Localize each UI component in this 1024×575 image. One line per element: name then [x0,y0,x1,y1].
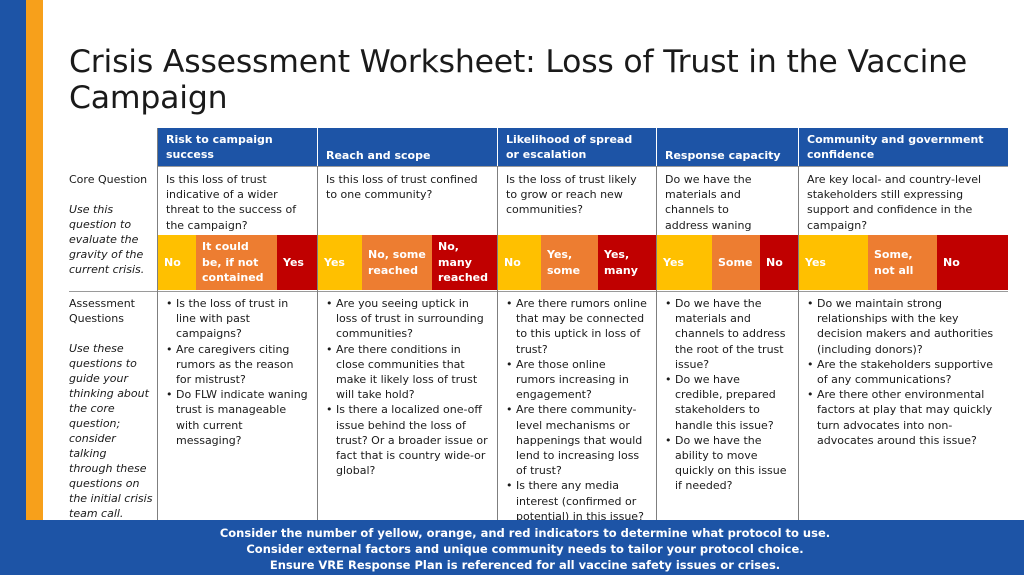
footer-line-2: Consider external factors and unique com… [246,542,804,556]
header-reach-and-scope: Reach and scope [318,128,497,166]
assessment-list-reach: Are you seeing uptick in loss of trust i… [318,294,497,480]
indicator-confidence-red: No [937,235,1008,290]
indicator-response-yellow: Yes [657,235,712,290]
core-question-note: Use this question to evaluate the gravit… [69,203,145,276]
core-question-response: Do we have the materials and channels to… [665,173,752,247]
list-item: Do FLW indicate waning trust is manageab… [166,387,309,448]
grid-line [497,166,498,520]
grid-line [69,291,1008,292]
list-item: Is there any media interest (confirmed o… [506,478,648,524]
header-community-and-government-confidence: Community and government confidence [799,128,1008,166]
footer-banner: Consider the number of yellow, orange, a… [26,520,1024,575]
left-blue-bar [0,0,26,575]
indicator-risk-red: Yes [277,235,317,290]
left-orange-bar [26,0,43,520]
header-risk-to-campaign-success: Risk to campaign success [158,128,317,166]
core-question-reach: Is this loss of trust confined to one co… [326,173,478,202]
list-item: Do we maintain strong relationships with… [807,296,1000,357]
indicator-risk-yellow: No [158,235,196,290]
assessment-list-response: Do we have the materials and channels to… [657,294,798,496]
grid-line [798,166,799,520]
list-item: Are there community-level mechanisms or … [506,402,648,478]
assessment-questions-label: Assessment Questions [69,297,135,325]
indicator-reach-red: No, many reached [432,235,497,290]
list-item: Is there a localized one-off issue behin… [326,402,489,478]
list-item: Do we have credible, prepared stakeholde… [665,372,790,433]
list-item: Are you seeing uptick in loss of trust i… [326,296,489,342]
list-item: Is the loss of trust in line with past c… [166,296,309,342]
list-item: Do we have the ability to move quickly o… [665,433,790,494]
indicator-likelihood-yellow: No [498,235,541,290]
grid-line [317,166,318,520]
page-title: Crisis Assessment Worksheet: Loss of Tru… [69,44,968,116]
core-question-label: Core Question [69,173,148,186]
core-question-risk: Is this loss of trust indicative of a wi… [166,173,297,232]
indicator-likelihood-red: Yes, many [598,235,656,290]
footer-line-1: Consider the number of yellow, orange, a… [219,526,831,540]
indicator-response-orange: Some [712,235,760,290]
header-likelihood-of-spread: Likelihood of spread or escalation [498,128,656,166]
grid-line [656,166,657,520]
indicator-reach-yellow: Yes [318,235,362,290]
indicator-reach-orange: No, some reached [362,235,432,290]
list-item: Are those online rumors increasing in en… [506,357,648,403]
grid-line [157,128,158,520]
assessment-list-confidence: Do we maintain strong relationships with… [799,294,1008,450]
list-item: Are there conditions in close communitie… [326,342,489,403]
list-item: Are there rumors online that may be conn… [506,296,648,357]
core-question-likelihood: Is the loss of trust likely to grow or r… [506,173,637,217]
indicator-confidence-orange: Some, not all [868,235,937,290]
row-label-assessment-questions: Assessment Questions Use these questions… [69,296,153,521]
core-question-confidence: Are key local- and country-level stakeho… [807,173,982,232]
indicator-likelihood-orange: Yes, some [541,235,598,290]
row-label-core-question: Core Question Use this question to evalu… [69,172,154,277]
footer-line-3: Ensure VRE Response Plan is referenced f… [269,558,781,572]
indicator-confidence-yellow: Yes [799,235,868,290]
assessment-list-likelihood: Are there rumors online that may be conn… [498,294,656,526]
header-response-capacity: Response capacity [657,128,798,166]
list-item: Are caregivers citing rumors as the reas… [166,342,309,388]
grid-line [158,166,1008,167]
list-item: Are the stakeholders supportive of any c… [807,357,1000,387]
list-item: Do we have the materials and channels to… [665,296,790,372]
indicator-risk-orange: It could be, if not contained [196,235,277,290]
assessment-list-risk: Is the loss of trust in line with past c… [158,294,317,450]
list-item: Are there other environmental factors at… [807,387,1000,448]
indicator-response-red: No [760,235,798,290]
assessment-questions-note: Use these questions to guide your thinki… [69,342,153,520]
